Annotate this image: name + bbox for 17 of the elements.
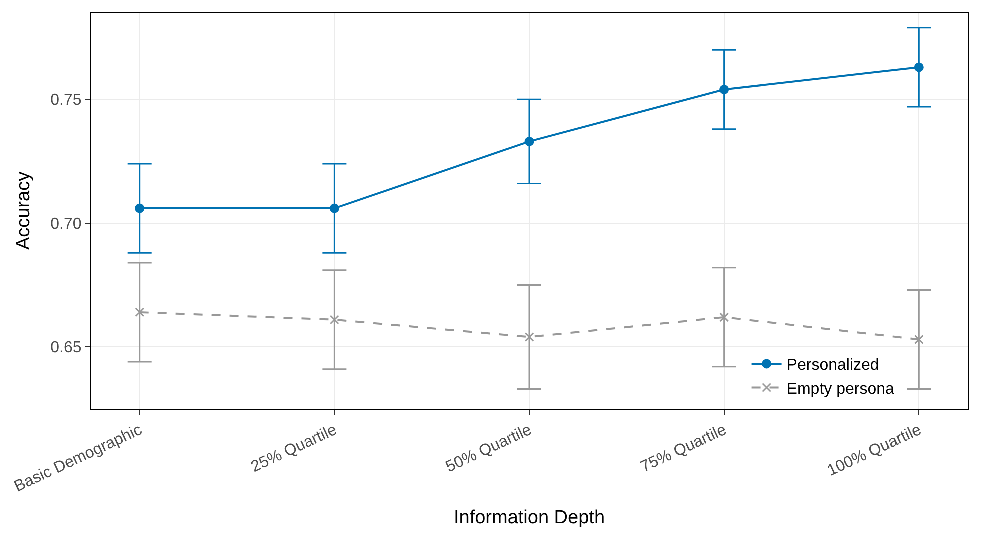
point	[914, 62, 924, 72]
point	[135, 308, 145, 318]
point	[914, 334, 924, 344]
y-tick-label: 0.70	[50, 216, 82, 233]
point	[330, 204, 340, 214]
point	[524, 136, 534, 146]
point	[720, 84, 730, 94]
point	[524, 332, 534, 342]
legend-label: Personalized	[786, 357, 880, 374]
y-tick-label: 0.75	[50, 92, 82, 110]
y-axis-title: Accuracy	[14, 171, 35, 250]
y-tick-label: 0.65	[50, 340, 82, 357]
x-axis-title: Information Depth	[454, 508, 606, 529]
legend-label: Empty persona	[786, 380, 895, 398]
point	[135, 204, 145, 214]
point	[330, 315, 340, 325]
point	[720, 312, 730, 322]
